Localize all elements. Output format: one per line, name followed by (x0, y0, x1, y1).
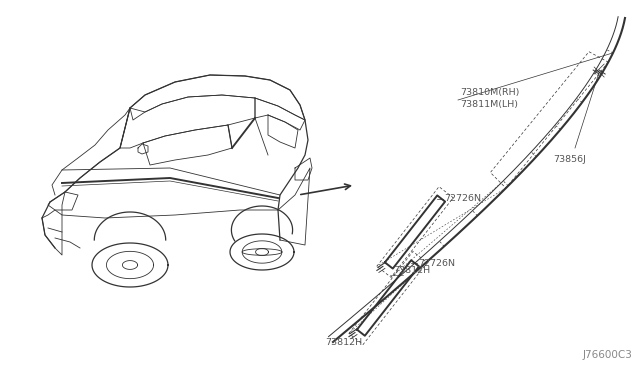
Text: 72726N: 72726N (444, 194, 481, 203)
Text: J76600C3: J76600C3 (582, 350, 632, 360)
Text: 73810M(RH): 73810M(RH) (460, 88, 520, 97)
Text: 72726N: 72726N (418, 259, 455, 268)
Text: 73811M(LH): 73811M(LH) (460, 100, 518, 109)
Text: 73856J: 73856J (554, 155, 586, 164)
Text: 73812H: 73812H (325, 337, 362, 346)
Text: 73812H: 73812H (393, 266, 430, 275)
